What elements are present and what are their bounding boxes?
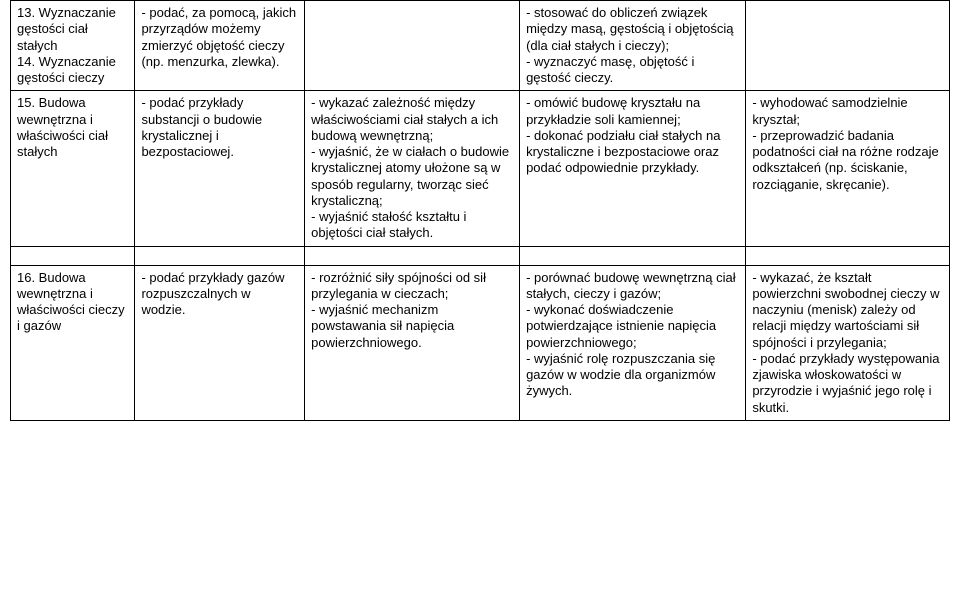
spacer-row [11, 246, 950, 265]
cell-topic: 16. Budowa wewnętrzna i właściwości ciec… [11, 265, 135, 420]
cell-level-4 [746, 1, 950, 91]
cell-level-3: - porównać budowę wewnętrzną ciał stałyc… [520, 265, 746, 420]
cell-level-1: - podać przykłady substancji o budowie k… [135, 91, 305, 246]
cell-level-1: - podać przykłady gazów rozpuszczalnych … [135, 265, 305, 420]
document-table: 13. Wyznaczanie gęstości ciał stałych 14… [10, 0, 950, 421]
cell-topic: 15. Budowa wewnętrzna i właściwości ciał… [11, 91, 135, 246]
table-row: 13. Wyznaczanie gęstości ciał stałych 14… [11, 1, 950, 91]
cell-level-2: - wykazać zależność między właściwościam… [305, 91, 520, 246]
table-row: 15. Budowa wewnętrzna i właściwości ciał… [11, 91, 950, 246]
cell-level-3: - omówić budowę kryształu na przykładzie… [520, 91, 746, 246]
cell-topic: 13. Wyznaczanie gęstości ciał stałych 14… [11, 1, 135, 91]
cell-level-1: - podać, za pomocą, jakich przyrządów mo… [135, 1, 305, 91]
cell-level-2: - rozróżnić siły spójności od sił przyle… [305, 265, 520, 420]
cell-level-4: - wykazać, że kształt powierzchni swobod… [746, 265, 950, 420]
cell-level-4: - wyhodować samodzielnie kryształ; - prz… [746, 91, 950, 246]
cell-level-3: - stosować do obliczeń związek między ma… [520, 1, 746, 91]
table-row: 16. Budowa wewnętrzna i właściwości ciec… [11, 265, 950, 420]
cell-level-2 [305, 1, 520, 91]
